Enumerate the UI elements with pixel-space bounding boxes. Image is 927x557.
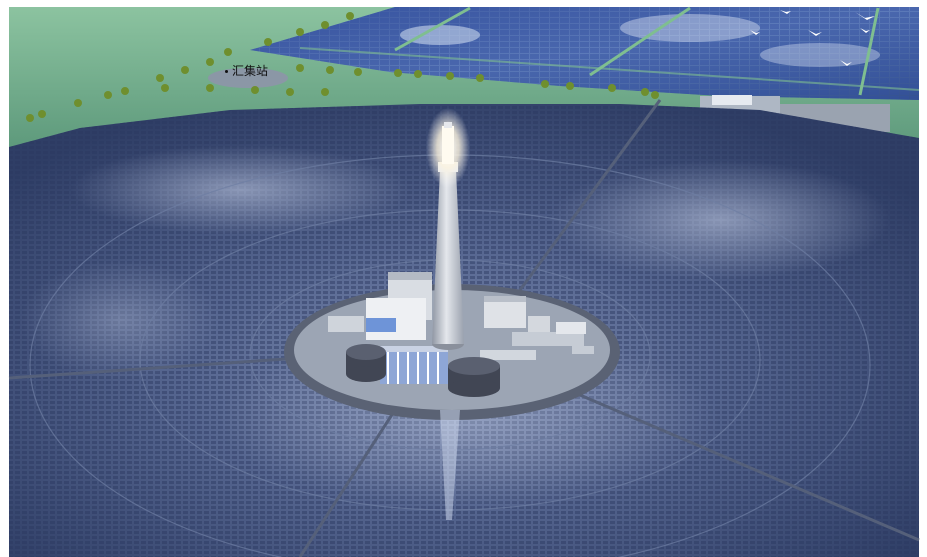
birds (750, 10, 875, 66)
access-roads (8, 99, 920, 557)
solar-power-tower (426, 108, 470, 350)
collector-station-text: 汇集站 (232, 64, 269, 78)
plant-buildings (328, 272, 594, 384)
tree-line (26, 12, 659, 122)
collector-station-label: 汇集站 (225, 64, 268, 78)
label-marker-dot (225, 70, 228, 73)
salt-tanks (346, 344, 500, 397)
collector-station-pad (208, 68, 288, 88)
